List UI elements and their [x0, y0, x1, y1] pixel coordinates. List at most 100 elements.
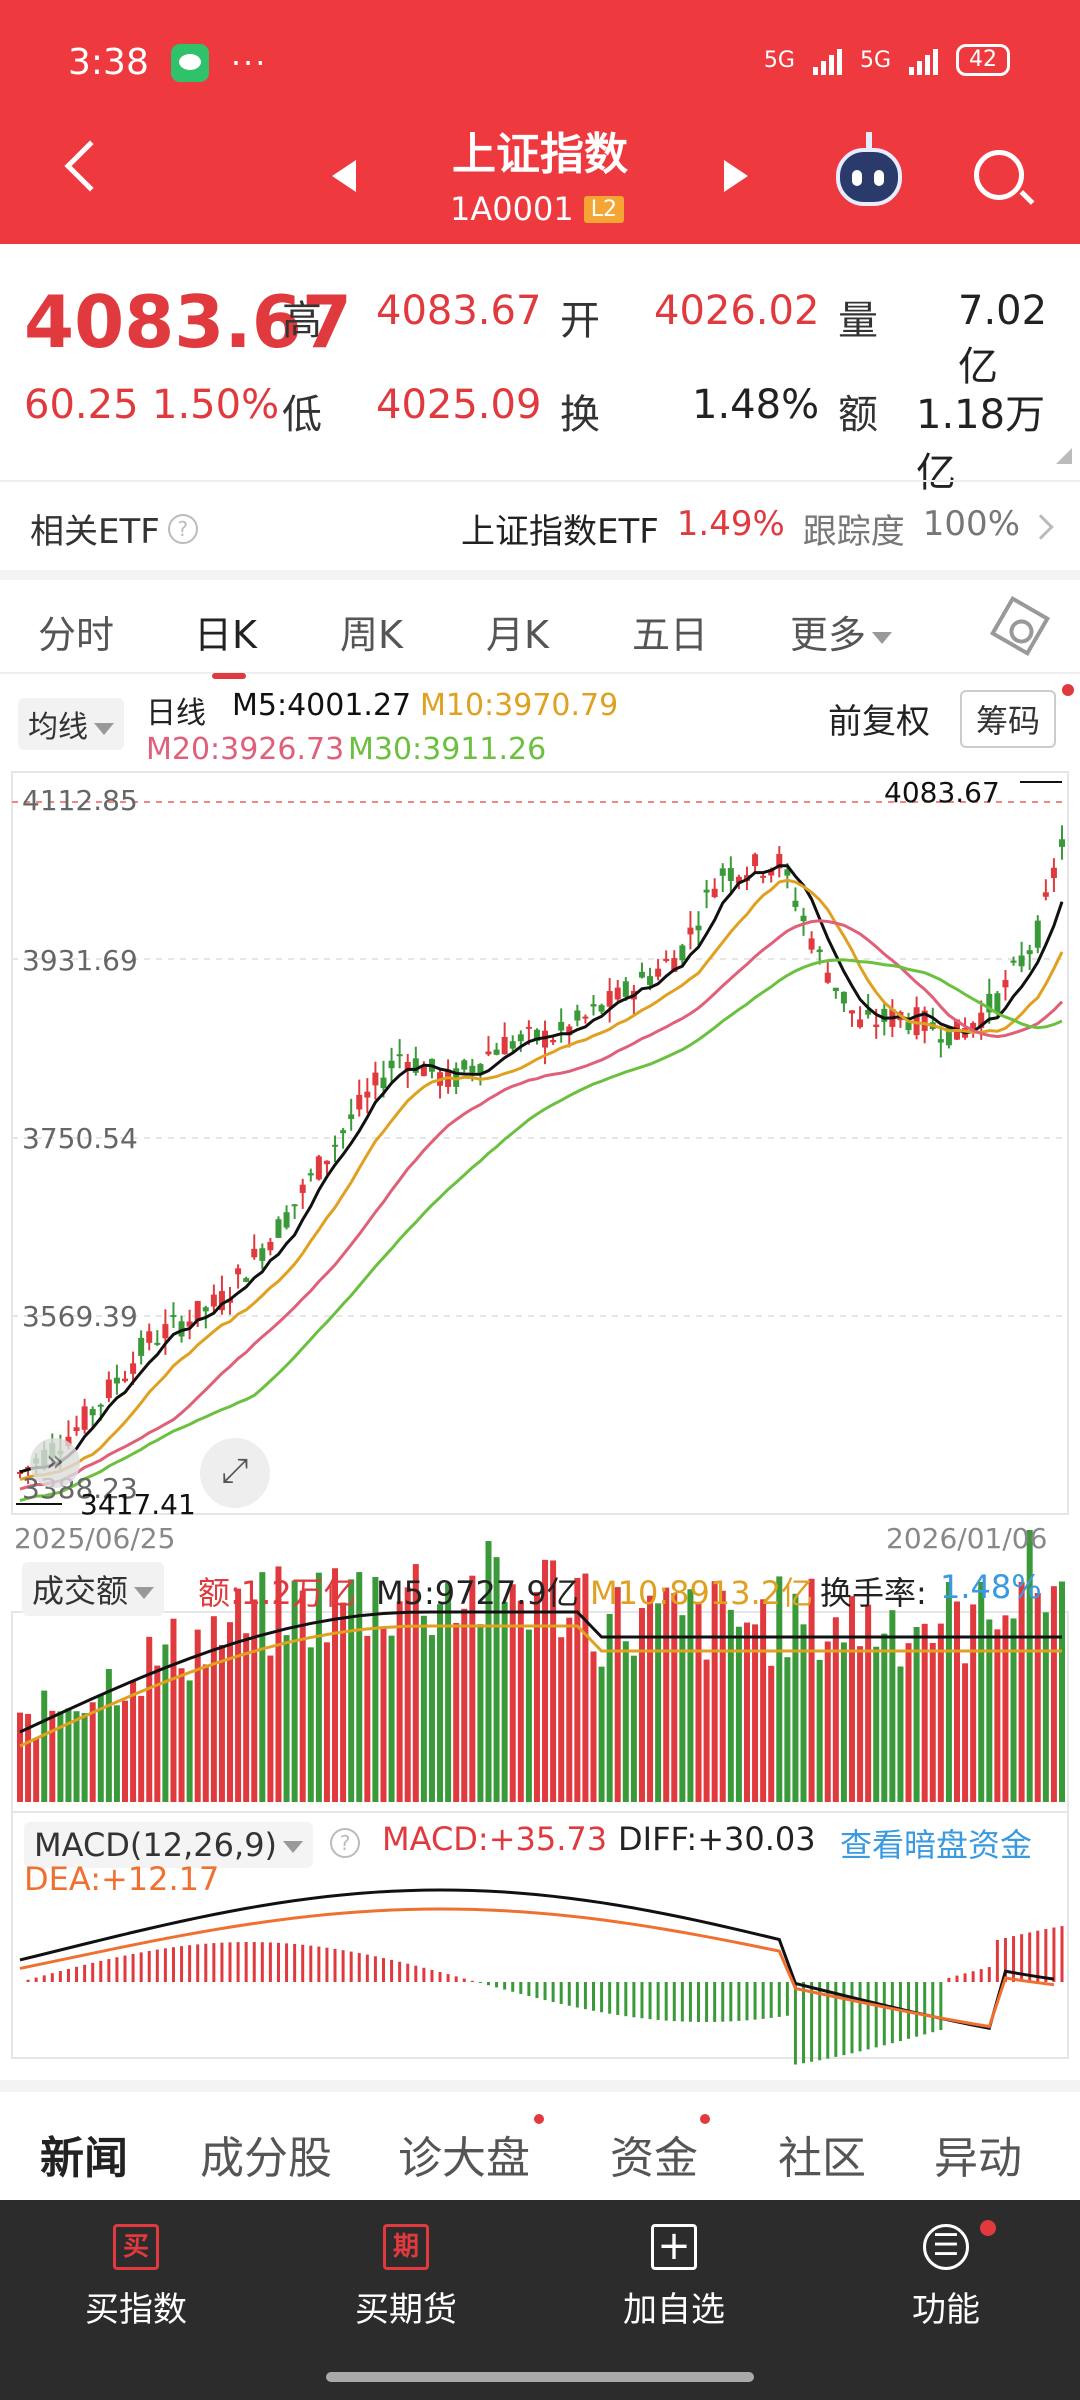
current-price: 4083.67 [24, 280, 352, 364]
app-header: 3:38 ··· 5G 5G 42 上证指数 1A0001 L2 [0, 0, 1080, 244]
volume-bar [340, 1602, 347, 1802]
etf-row[interactable]: 相关ETF ? 上证指数ETF 1.49% 跟踪度 100% [0, 480, 1080, 570]
tab-funds[interactable]: 资金 [610, 2133, 698, 2184]
dea-value: DEA:+12.17 [24, 1860, 220, 1898]
candle-body [251, 1248, 258, 1258]
volume-bar [202, 1664, 209, 1802]
y-tick-4: 3569.39 [22, 1300, 138, 1333]
caret-down-icon [134, 1587, 155, 1599]
volume-bar [194, 1629, 201, 1802]
candle-body [638, 971, 645, 978]
tab-weekly-k[interactable]: 周K [340, 613, 403, 657]
volume-bar [154, 1665, 161, 1802]
tab-news[interactable]: 新闻 [40, 2122, 128, 2208]
volume-bar [404, 1587, 411, 1802]
candle-body [469, 1065, 476, 1073]
dark-pool-link[interactable]: 查看暗盘资金 [840, 1826, 1033, 1864]
candle-body [752, 854, 759, 867]
candle-body [259, 1248, 266, 1261]
collapse-panel-icon[interactable]: » [30, 1438, 80, 1488]
volume-bar [687, 1589, 694, 1802]
volume-bar [590, 1651, 597, 1802]
robot-assistant-icon[interactable] [836, 132, 902, 206]
futures-icon: 期 [383, 2224, 429, 2270]
candle-body [356, 1094, 363, 1110]
adjust-toggle[interactable]: 前复权 [828, 702, 930, 742]
functions-button[interactable]: ☰ 功能 [856, 2224, 1036, 2331]
tab-community[interactable]: 社区 [778, 2133, 866, 2184]
volume-bar [299, 1590, 306, 1802]
low-value: 4025.09 [376, 382, 542, 428]
tab-constituents[interactable]: 成分股 [200, 2133, 332, 2184]
volume-bar [477, 1624, 484, 1802]
diagnosis-dot [534, 2114, 544, 2124]
macd-help-icon[interactable]: ? [330, 1828, 360, 1858]
tab-anomaly[interactable]: 异动 [934, 2133, 1022, 2184]
volume-bar [679, 1615, 686, 1802]
ma30-value: M30:3911.26 [348, 732, 547, 767]
buy-index-button[interactable]: 买 买指数 [46, 2224, 226, 2331]
chart-canvas[interactable] [0, 0, 1080, 2080]
volume-bar [816, 1659, 823, 1802]
volume-bar [396, 1601, 403, 1802]
help-icon[interactable]: ? [167, 513, 198, 544]
candle-body [913, 1007, 920, 1036]
volume-bar [735, 1626, 742, 1802]
next-index-icon[interactable] [724, 160, 748, 192]
tab-five-day[interactable]: 五日 [632, 613, 709, 657]
tab-intraday[interactable]: 分时 [38, 613, 115, 657]
volume-select[interactable]: 成交额 [22, 1562, 165, 1616]
add-watchlist-button[interactable]: + 加自选 [584, 2224, 764, 2331]
volume-bar [251, 1599, 258, 1802]
candle-body [768, 869, 775, 876]
volume-bar [1018, 1581, 1025, 1802]
chips-button[interactable]: 筹码 [960, 690, 1057, 748]
candle-body [396, 1054, 403, 1057]
candle-body [501, 1036, 508, 1055]
wechat-icon [170, 43, 209, 82]
tab-more[interactable]: 更多 [790, 604, 893, 659]
candle-body [194, 1301, 201, 1321]
volume-bar [1002, 1615, 1009, 1802]
candle-body [218, 1291, 225, 1311]
tab-daily-k[interactable]: 日K [194, 604, 257, 679]
home-indicator [326, 2372, 754, 2382]
date-end: 2026/01/06 [886, 1522, 1048, 1555]
fullscreen-icon[interactable]: ⤢ [200, 1438, 270, 1508]
tab-monthly-k[interactable]: 月K [486, 613, 549, 657]
ma-select[interactable]: 均线 [18, 698, 124, 750]
candle-body [905, 1021, 912, 1031]
volume-bar [598, 1666, 605, 1802]
expand-corner-icon[interactable] [1056, 448, 1072, 464]
etf-pct: 1.49% [676, 504, 785, 544]
track-value: 100% [922, 504, 1020, 544]
volume-bar [445, 1582, 452, 1802]
prev-index-icon[interactable] [332, 160, 356, 192]
volume-bar [784, 1657, 791, 1802]
macd-select[interactable]: MACD(12,26,9) [24, 1822, 314, 1868]
tab-diagnosis[interactable]: 诊大盘 [398, 2133, 530, 2184]
candle-body [340, 1130, 347, 1134]
status-bar-right: 5G 5G 42 [764, 44, 1010, 76]
volume-bar [210, 1616, 217, 1802]
volume-bar [428, 1635, 435, 1802]
volume-bar [840, 1642, 847, 1802]
y-tick-3: 3750.54 [22, 1122, 138, 1155]
volume-bar [469, 1575, 476, 1802]
volume-bar [186, 1680, 193, 1802]
volume-bar [808, 1578, 815, 1802]
ma20-value: M20:3926.73 [146, 732, 345, 767]
code-text: 1A0001 [450, 190, 574, 228]
candle-body [1059, 839, 1065, 847]
volume-m5: M5:9727.9亿 [376, 1574, 579, 1612]
candle-body [235, 1268, 242, 1275]
volume-bar [752, 1624, 759, 1802]
candle-body [146, 1331, 153, 1343]
status-bar-left: 3:38 ··· [68, 42, 267, 83]
volume-bar [388, 1635, 395, 1802]
volume-bar [800, 1624, 807, 1802]
buy-futures-button[interactable]: 期 买期货 [316, 2224, 496, 2331]
volume-bar [25, 1713, 32, 1802]
search-icon[interactable] [974, 150, 1024, 200]
volume-bar [1026, 1529, 1033, 1802]
